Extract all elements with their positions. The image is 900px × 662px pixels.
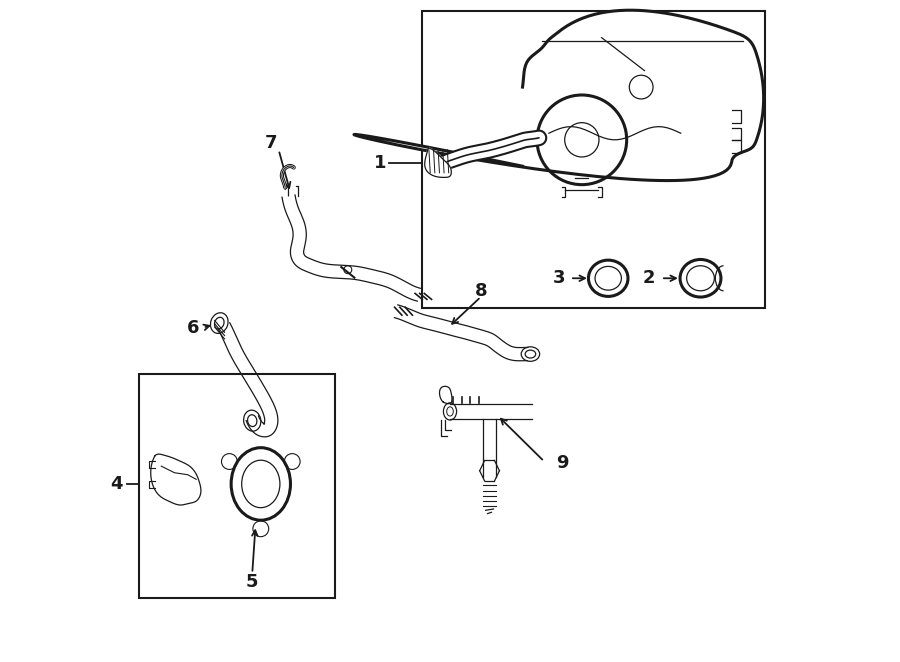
Text: 6: 6 <box>186 318 199 337</box>
Text: 4: 4 <box>110 475 122 493</box>
Bar <box>422 11 765 308</box>
Polygon shape <box>354 10 764 181</box>
Text: 9: 9 <box>556 454 568 472</box>
Polygon shape <box>150 454 201 505</box>
Polygon shape <box>425 148 451 177</box>
Polygon shape <box>439 387 452 404</box>
Text: 3: 3 <box>553 269 565 287</box>
Text: 5: 5 <box>246 573 258 591</box>
Bar <box>139 374 335 598</box>
Text: 2: 2 <box>643 269 655 287</box>
Text: 7: 7 <box>265 134 277 152</box>
Text: 8: 8 <box>474 283 487 301</box>
Text: 1: 1 <box>374 154 386 172</box>
